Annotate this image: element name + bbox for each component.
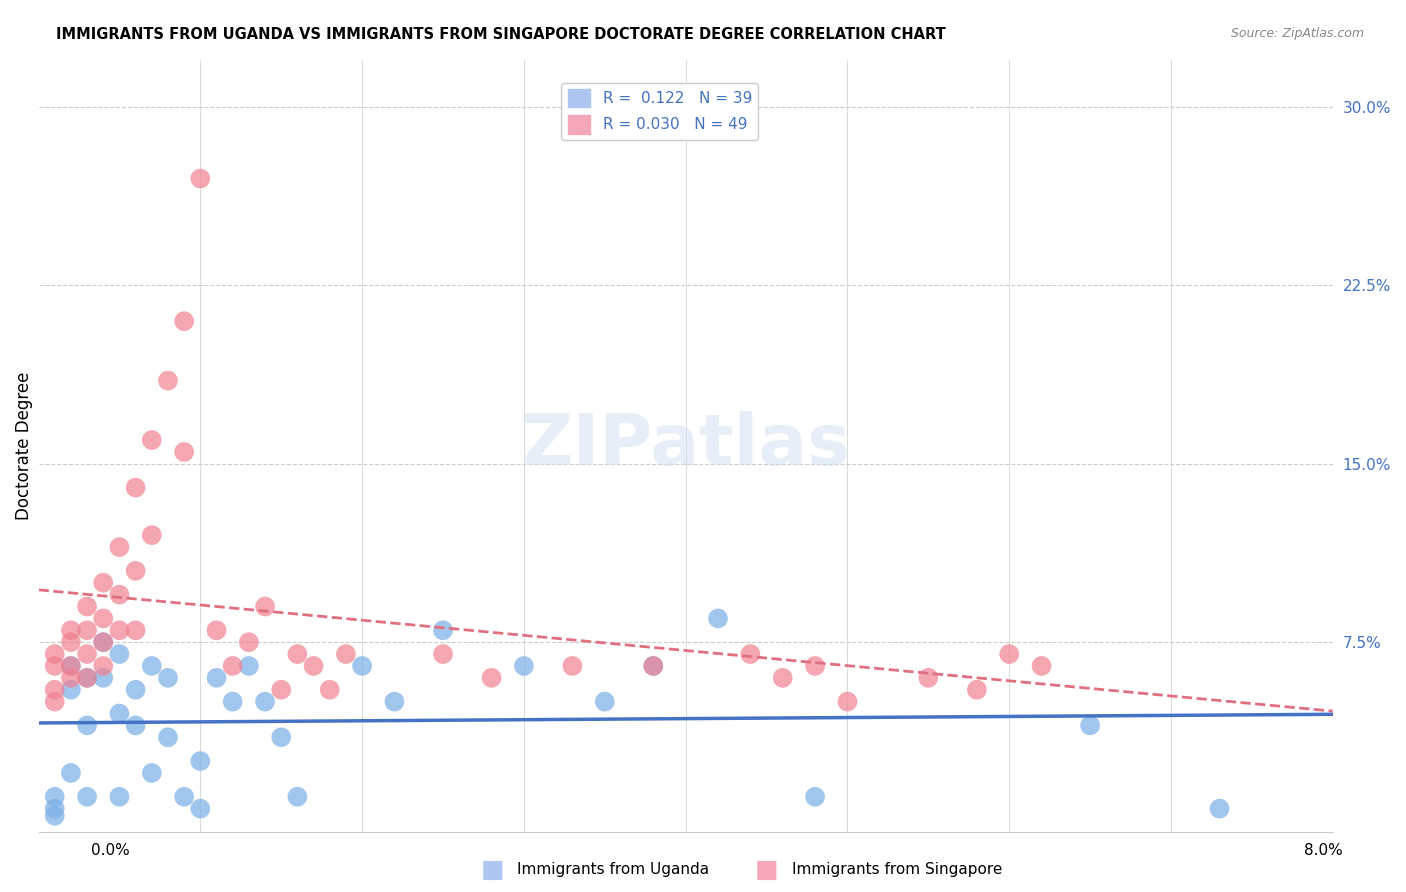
Point — [124, 564, 146, 578]
Point — [91, 635, 114, 649]
Point — [173, 789, 195, 804]
Point — [238, 635, 260, 649]
Point — [44, 789, 66, 804]
Point — [59, 671, 82, 685]
Point — [44, 647, 66, 661]
Text: ZIPatlas: ZIPatlas — [520, 411, 851, 481]
Point — [221, 695, 243, 709]
Point — [141, 659, 163, 673]
Point — [804, 789, 827, 804]
Point — [270, 682, 292, 697]
Text: Immigrants from Uganda: Immigrants from Uganda — [517, 863, 710, 877]
Point — [76, 671, 98, 685]
Point — [91, 671, 114, 685]
Point — [76, 599, 98, 614]
Point — [44, 682, 66, 697]
Point — [643, 659, 665, 673]
Text: 0.0%: 0.0% — [91, 843, 131, 858]
Point — [287, 647, 309, 661]
Point — [707, 611, 730, 625]
Point — [141, 528, 163, 542]
Point — [91, 659, 114, 673]
Point — [76, 789, 98, 804]
Point — [59, 624, 82, 638]
Point — [124, 718, 146, 732]
Text: ■: ■ — [481, 858, 503, 881]
Point — [917, 671, 939, 685]
Text: IMMIGRANTS FROM UGANDA VS IMMIGRANTS FROM SINGAPORE DOCTORATE DEGREE CORRELATION: IMMIGRANTS FROM UGANDA VS IMMIGRANTS FRO… — [56, 27, 946, 42]
Point — [1078, 718, 1101, 732]
Point — [173, 445, 195, 459]
Text: ■: ■ — [755, 858, 778, 881]
Point — [108, 540, 131, 554]
Point — [108, 647, 131, 661]
Point — [205, 671, 228, 685]
Point — [804, 659, 827, 673]
Point — [772, 671, 794, 685]
Point — [205, 624, 228, 638]
Point — [302, 659, 325, 673]
Point — [59, 659, 82, 673]
Point — [124, 624, 146, 638]
Point — [188, 171, 211, 186]
Point — [1031, 659, 1053, 673]
Point — [966, 682, 988, 697]
Point — [238, 659, 260, 673]
Point — [221, 659, 243, 673]
Text: Immigrants from Singapore: Immigrants from Singapore — [792, 863, 1002, 877]
Point — [108, 789, 131, 804]
Point — [44, 659, 66, 673]
Point — [44, 802, 66, 816]
Point — [156, 671, 179, 685]
Point — [44, 695, 66, 709]
Point — [837, 695, 859, 709]
Point — [141, 766, 163, 780]
Point — [108, 624, 131, 638]
Y-axis label: Doctorate Degree: Doctorate Degree — [15, 372, 32, 520]
Point — [287, 789, 309, 804]
Point — [254, 695, 277, 709]
Point — [108, 588, 131, 602]
Point — [76, 671, 98, 685]
Point — [319, 682, 342, 697]
Point — [76, 647, 98, 661]
Point — [352, 659, 374, 673]
Point — [59, 766, 82, 780]
Point — [59, 659, 82, 673]
Point — [1208, 802, 1230, 816]
Point — [124, 682, 146, 697]
Point — [998, 647, 1021, 661]
Point — [76, 718, 98, 732]
Point — [91, 635, 114, 649]
Point — [188, 754, 211, 768]
Point — [141, 433, 163, 447]
Text: 8.0%: 8.0% — [1303, 843, 1343, 858]
Point — [561, 659, 583, 673]
Point — [59, 635, 82, 649]
Point — [156, 374, 179, 388]
Point — [44, 809, 66, 823]
Point — [335, 647, 357, 661]
Point — [270, 731, 292, 745]
Point — [173, 314, 195, 328]
Point — [740, 647, 762, 661]
Text: Source: ZipAtlas.com: Source: ZipAtlas.com — [1230, 27, 1364, 40]
Point — [254, 599, 277, 614]
Point — [643, 659, 665, 673]
Point — [188, 802, 211, 816]
Point — [91, 575, 114, 590]
Point — [593, 695, 616, 709]
Point — [91, 611, 114, 625]
Point — [432, 624, 454, 638]
Point — [124, 481, 146, 495]
Legend: R =  0.122   N = 39, R = 0.030   N = 49: R = 0.122 N = 39, R = 0.030 N = 49 — [561, 83, 758, 140]
Point — [384, 695, 406, 709]
Point — [156, 731, 179, 745]
Point — [481, 671, 503, 685]
Point — [513, 659, 536, 673]
Point — [108, 706, 131, 721]
Point — [432, 647, 454, 661]
Point — [59, 682, 82, 697]
Point — [76, 624, 98, 638]
